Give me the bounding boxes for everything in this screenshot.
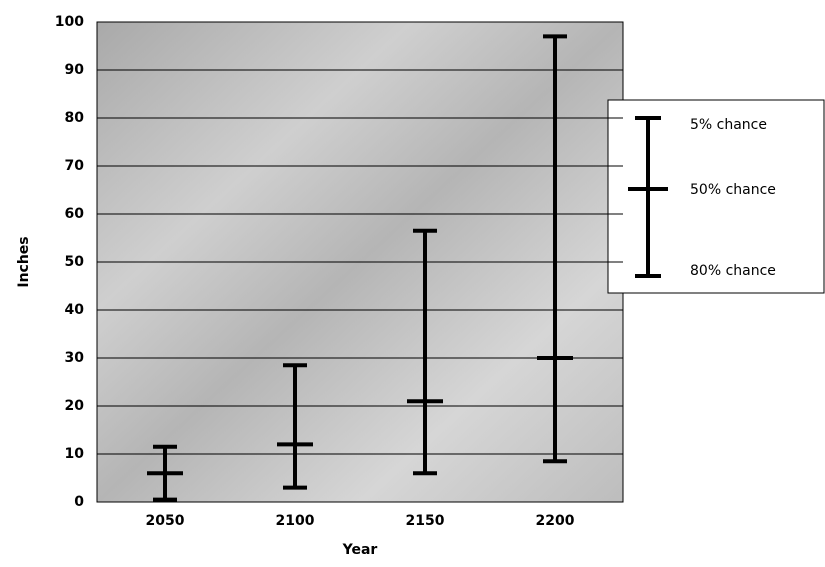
y-tick-label: 80 <box>65 110 85 126</box>
y-tick-label: 10 <box>65 446 85 462</box>
y-tick-label: 0 <box>74 494 84 510</box>
legend-label: 5% chance <box>690 117 767 133</box>
legend-label: 50% chance <box>690 182 776 198</box>
x-tick-label: 2050 <box>146 513 185 529</box>
x-axis-label: Year <box>342 542 378 558</box>
legend-label: 80% chance <box>690 263 776 279</box>
y-tick-label: 70 <box>65 158 85 174</box>
y-tick-label: 30 <box>65 350 85 366</box>
x-tick-label: 2200 <box>536 513 575 529</box>
y-axis-label: Inches <box>16 236 32 287</box>
y-tick-label: 40 <box>65 302 85 318</box>
y-tick-label: 100 <box>55 14 84 30</box>
chart: Inches Year 0 10 20 30 40 50 60 70 80 90 100 2050 21… <box>0 0 825 563</box>
x-tick-label: 2150 <box>406 513 445 529</box>
x-tick-label: 2100 <box>276 513 315 529</box>
y-tick-label: 50 <box>65 254 85 270</box>
y-tick-label: 90 <box>65 62 85 78</box>
y-tick-label: 20 <box>65 398 85 414</box>
y-tick-label: 60 <box>65 206 85 222</box>
